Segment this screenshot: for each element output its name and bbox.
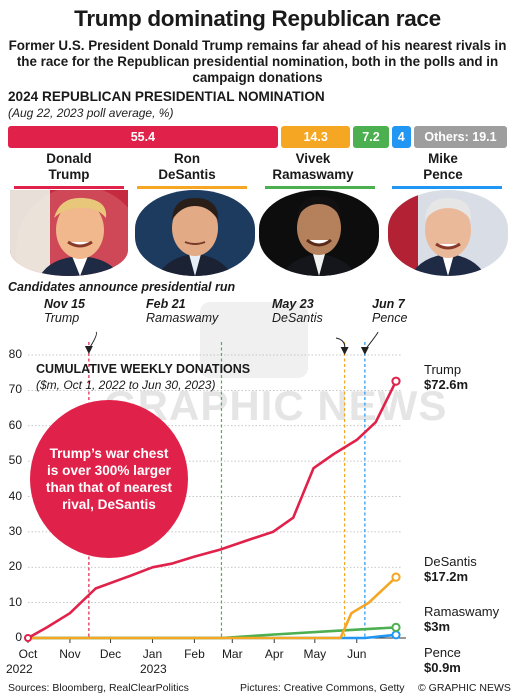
y-tick-label: 70 [8,382,22,397]
poll-bar-pence: 4 [391,126,411,148]
y-tick-label: 0 [15,630,22,644]
callout-bubble: Trump’s war chest is over 300% larger th… [30,400,188,558]
series-end-point-desantis [391,572,401,582]
candidate-underline-trump [14,186,124,189]
y-tick-label: 20 [8,559,22,574]
x-tick-label: Oct [18,647,38,661]
x-tick-label: Feb [184,647,205,661]
candidate-name-ramaswamy: Vivek Ramaswamy [272,151,354,182]
end-label-desantis: DeSantis $17.2m [424,554,477,584]
series-start-point [24,634,32,642]
poll-bar-trump: 55.4 [8,126,278,148]
footer-pictures: Pictures: Creative Commons, Getty [240,682,405,694]
poll-heading: 2024 REPUBLICAN PRESIDENTIAL NOMINATION [8,89,325,104]
desantis-portrait [135,190,255,276]
footer-credit: © GRAPHIC NEWS [418,682,511,694]
ramaswamy-portrait [259,190,379,276]
arrow-down-icon [360,347,369,355]
donations-heading: CUMULATIVE WEEKLY DONATIONS [36,362,251,376]
end-label-ramaswamy: Ramaswamy $3m [424,604,500,634]
y-tick-label: 40 [8,488,22,503]
arrow-down-icon [84,346,93,354]
poll-bar-desantis: 14.3 [280,126,351,148]
series-end-point-pence [391,630,401,640]
pence-portrait [388,190,508,276]
x-year-2022: 2022 [6,662,33,676]
announcement-desantis: May 23 DeSantis [272,297,323,325]
x-tick-label: Apr [264,647,284,661]
candidate-name-desantis: Ron DeSantis [158,151,216,182]
series-line-trump [26,379,398,640]
watermark-logo-icon [200,302,308,378]
y-tick-label: 60 [8,417,22,432]
poll-bar-others: Others: 19.1 [413,126,507,148]
announcement-pence: Jun 7 Pence [372,297,408,325]
x-tick-label: Jun [347,647,367,661]
poll-subheading: (Aug 22, 2023 poll average, %) [8,106,174,120]
x-tick-label: Nov [59,647,81,661]
end-label-pence: Pence $0.9m [424,645,461,675]
candidate-underline-pence [392,186,502,189]
arrow-down-icon [340,347,349,355]
page-title: Trump dominating Republican race [74,6,441,31]
callout-text: Trump’s war chest is over 300% larger th… [45,446,173,512]
y-tick-label: 80 [8,347,22,361]
page-subtitle: Former U.S. President Donald Trump remai… [8,38,507,85]
donations-subheading: ($m, Oct 1, 2022 to Jun 30, 2023) [36,378,216,392]
candidate-underline-desantis [137,186,247,189]
series-end-point-ramaswamy [391,622,401,632]
x-tick-label: Dec [99,647,122,661]
announcement-ramaswamy: Feb 21 Ramaswamy [146,297,219,325]
footer-sources: Sources: Bloomberg, RealClearPolitics [8,682,189,694]
y-tick-label: 30 [8,523,22,538]
trump-portrait [10,190,128,276]
series-end-point-trump [391,376,401,386]
x-tick-label: Jan [142,647,163,661]
candidate-name-trump: Donald Trump [46,151,92,182]
series-line-desantis [26,575,398,640]
x-tick-label: Mar [221,647,243,661]
announcements-heading: Candidates announce presidential run [8,280,236,294]
x-year-2023: 2023 [140,662,167,676]
y-tick-label: 10 [8,594,22,609]
candidate-underline-ramaswamy [265,186,375,189]
y-tick-label: 50 [8,453,22,468]
end-label-trump: Trump $72.6m [424,362,469,392]
poll-bar-ramaswamy: 7.2 [353,126,389,148]
x-tick-label: May [303,647,327,661]
announcement-trump: Nov 15 Trump [44,297,85,325]
candidate-name-pence: Mike Pence [423,151,463,182]
